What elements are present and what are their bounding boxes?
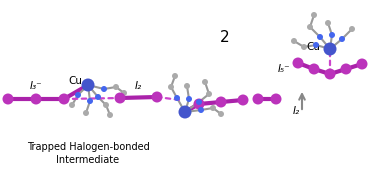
- Circle shape: [313, 42, 319, 48]
- Text: I₂: I₂: [293, 106, 299, 116]
- Text: I₂: I₂: [135, 81, 142, 91]
- Circle shape: [218, 111, 224, 117]
- Circle shape: [324, 68, 336, 79]
- Circle shape: [341, 64, 352, 75]
- Circle shape: [198, 107, 204, 113]
- Circle shape: [172, 73, 178, 79]
- Text: 2: 2: [220, 30, 230, 44]
- Circle shape: [103, 102, 109, 108]
- Circle shape: [87, 98, 93, 104]
- Circle shape: [3, 93, 14, 104]
- Circle shape: [186, 96, 192, 102]
- Circle shape: [215, 96, 226, 107]
- Circle shape: [174, 95, 180, 101]
- Circle shape: [83, 110, 89, 116]
- Circle shape: [271, 93, 282, 104]
- Circle shape: [95, 94, 101, 100]
- Circle shape: [308, 64, 319, 75]
- Circle shape: [349, 26, 355, 32]
- Circle shape: [184, 83, 190, 89]
- Circle shape: [253, 93, 263, 104]
- Text: I₅⁻: I₅⁻: [278, 64, 291, 74]
- Circle shape: [194, 98, 204, 110]
- Circle shape: [329, 32, 335, 38]
- Circle shape: [107, 112, 113, 118]
- Text: Cu: Cu: [306, 42, 320, 52]
- Circle shape: [101, 86, 107, 92]
- Circle shape: [202, 79, 208, 85]
- Circle shape: [293, 58, 304, 68]
- Circle shape: [59, 93, 70, 104]
- Text: Cu: Cu: [68, 76, 82, 86]
- Circle shape: [82, 79, 94, 92]
- Circle shape: [317, 34, 323, 40]
- Circle shape: [324, 42, 336, 56]
- Circle shape: [325, 20, 331, 26]
- Circle shape: [113, 84, 119, 90]
- Circle shape: [152, 92, 163, 102]
- Circle shape: [115, 93, 125, 104]
- Circle shape: [307, 24, 313, 30]
- Circle shape: [301, 44, 307, 50]
- Circle shape: [311, 12, 317, 18]
- Circle shape: [196, 99, 202, 105]
- Circle shape: [168, 84, 174, 90]
- Circle shape: [237, 95, 248, 105]
- Circle shape: [206, 91, 212, 97]
- Circle shape: [339, 36, 345, 42]
- Text: Trapped Halogen-bonded
Intermediate: Trapped Halogen-bonded Intermediate: [26, 142, 149, 165]
- Circle shape: [69, 102, 75, 108]
- Circle shape: [75, 92, 81, 98]
- Circle shape: [210, 105, 216, 111]
- Text: I₃⁻: I₃⁻: [30, 81, 42, 91]
- Circle shape: [178, 105, 192, 118]
- Circle shape: [31, 93, 42, 104]
- Circle shape: [356, 59, 367, 70]
- Circle shape: [291, 38, 297, 44]
- Circle shape: [121, 90, 127, 96]
